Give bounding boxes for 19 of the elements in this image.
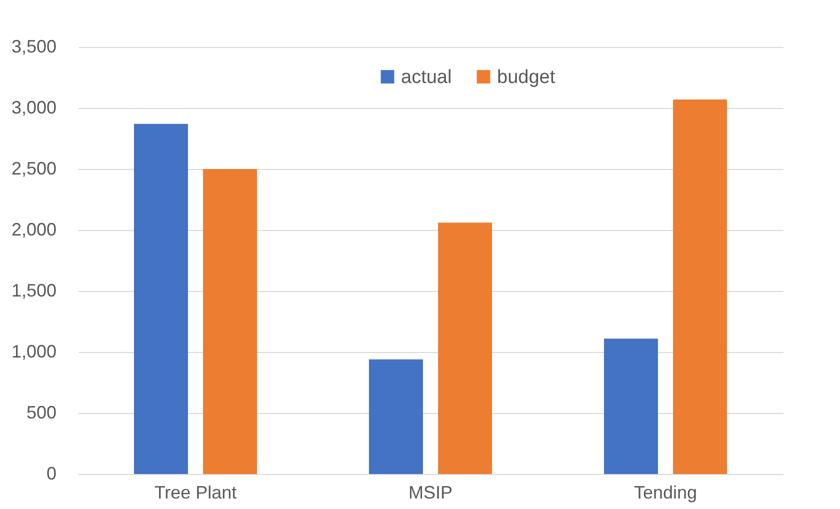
- bar: [604, 338, 658, 474]
- y-tick-label: 2,500: [11, 158, 56, 178]
- bar: [134, 124, 188, 474]
- y-tick-label: 500: [26, 402, 56, 422]
- legend-label: budget: [497, 66, 556, 88]
- legend-label: actual: [401, 66, 452, 88]
- y-tick-label: 3,000: [11, 98, 56, 118]
- x-tick-label: Tree Plant: [154, 482, 237, 502]
- y-tick-label: 0: [46, 464, 56, 484]
- x-tick-label: Tending: [634, 482, 698, 502]
- bar: [368, 359, 423, 474]
- bar: [438, 222, 492, 474]
- bar: [203, 169, 258, 474]
- y-tick-label: 1,000: [11, 342, 56, 362]
- x-tick-label: MSIP: [408, 482, 453, 502]
- y-tick-label: 1,500: [11, 280, 56, 300]
- y-tick-label: 2,000: [11, 220, 56, 240]
- bar: [673, 99, 728, 474]
- y-tick-label: 3,500: [11, 36, 56, 56]
